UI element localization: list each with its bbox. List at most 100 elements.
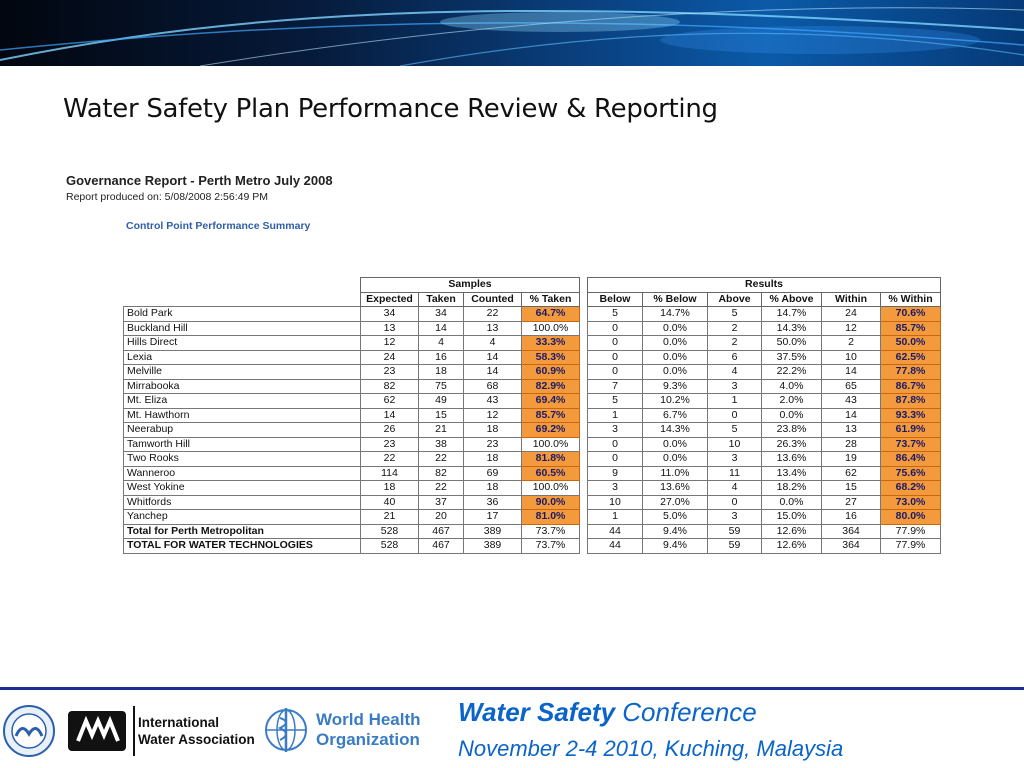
table-cell: 4 (707, 364, 762, 380)
table-cell: 0.0% (642, 320, 708, 336)
table-cell: 87.8% (880, 393, 941, 409)
table-cell: 59 (707, 523, 762, 539)
table-cell: 13 (463, 320, 522, 336)
table-cell: 364 (821, 538, 881, 554)
site-name: TOTAL FOR WATER TECHNOLOGIES (123, 538, 361, 554)
table-row: Mt. Eliza 62 49 43 69.4% 5 10.2% 1 2.0% 43 87.8% (123, 393, 941, 409)
table-cell: 9.4% (642, 538, 708, 554)
table-cell: 86.7% (880, 378, 941, 394)
table-cell: 18 (463, 480, 522, 496)
column-header: Taken (418, 291, 464, 307)
table-cell: 38 (418, 436, 464, 452)
who-name-line2: Organization (316, 730, 420, 749)
table-cell: 14 (418, 320, 464, 336)
table-row: Yanchep 21 20 17 81.0% 1 5.0% 3 15.0% 16 80.0% (123, 509, 941, 525)
table-cell: 14.3% (642, 422, 708, 438)
table-cell: 27.0% (642, 494, 708, 510)
site-name: Wanneroo (123, 465, 361, 481)
table-cell: 14.3% (761, 320, 822, 336)
site-name: Mirrabooka (123, 378, 361, 394)
table-cell: 14.7% (642, 306, 708, 322)
site-name: Hills Direct (123, 335, 361, 351)
table-cell: 28 (821, 436, 881, 452)
table-cell: 528 (360, 523, 419, 539)
table-cell: 90.0% (521, 494, 580, 510)
table-row: Neerabup 26 21 18 69.2% 3 14.3% 5 23.8% 13 61.9% (123, 422, 941, 438)
table-cell: 34 (418, 306, 464, 322)
table-cell: 62.5% (880, 349, 941, 365)
table-cell: 13.6% (642, 480, 708, 496)
header-banner (0, 0, 1024, 66)
table-cell: 4 (463, 335, 522, 351)
table-cell: 0.0% (642, 364, 708, 380)
table-row: Hills Direct 12 4 4 33.3% 0 0.0% 2 50.0% 2 50.0% (123, 335, 941, 351)
table-cell: 26 (360, 422, 419, 438)
table-cell: 82 (418, 465, 464, 481)
table-cell: 22 (418, 451, 464, 467)
table-cell: 389 (463, 523, 522, 539)
table-cell: 4 (418, 335, 464, 351)
table-cell: 5 (707, 306, 762, 322)
table-cell: 34 (360, 306, 419, 322)
table-cell: 0.0% (642, 436, 708, 452)
table-cell: 44 (587, 523, 643, 539)
table-cell: 528 (360, 538, 419, 554)
table-cell: 1 (587, 407, 643, 423)
table-cell: 85.7% (521, 407, 580, 423)
table-cell: 21 (360, 509, 419, 525)
table-cell: 3 (707, 509, 762, 525)
table-cell: 19 (821, 451, 881, 467)
table-row: Melville 23 18 14 60.9% 0 0.0% 4 22.2% 14 77.8% (123, 364, 941, 380)
table-cell: 73.0% (880, 494, 941, 510)
column-header: % Within (880, 291, 941, 307)
site-name: Neerabup (123, 422, 361, 438)
table-cell: 11 (707, 465, 762, 481)
table-cell: 27 (821, 494, 881, 510)
table-cell: 0 (587, 436, 643, 452)
column-header: % Taken (521, 291, 580, 307)
table-cell: 16 (821, 509, 881, 525)
table-cell: 0 (587, 451, 643, 467)
table-cell: 21 (418, 422, 464, 438)
table-cell: 60.9% (521, 364, 580, 380)
table-cell: 64.7% (521, 306, 580, 322)
group-results: Results (587, 277, 941, 293)
table-cell: 3 (587, 422, 643, 438)
column-header: Counted (463, 291, 522, 307)
table-cell: 69 (463, 465, 522, 481)
table-cell: 0 (587, 364, 643, 380)
table-cell: 62 (821, 465, 881, 481)
table-cell: 86.4% (880, 451, 941, 467)
site-name: Whitfords (123, 494, 361, 510)
table-cell: 15 (821, 480, 881, 496)
table-cell: 2 (821, 335, 881, 351)
table-cell: 18 (463, 451, 522, 467)
table-cell: 5.0% (642, 509, 708, 525)
table-cell: 4.0% (761, 378, 822, 394)
table-cell: 1 (707, 393, 762, 409)
table-cell: 10 (587, 494, 643, 510)
iwa-divider (133, 706, 135, 756)
table-cell: 5 (587, 393, 643, 409)
table-cell: 14.7% (761, 306, 822, 322)
site-name: Two Rooks (123, 451, 361, 467)
table-row: Bold Park 34 34 22 64.7% 5 14.7% 5 14.7% 24 70.6% (123, 306, 941, 322)
site-name: Buckland Hill (123, 320, 361, 336)
table-cell: 364 (821, 523, 881, 539)
table-cell: 389 (463, 538, 522, 554)
table-cell: 467 (418, 538, 464, 554)
slide-title: Water Safety Plan Performance Review & R… (63, 94, 718, 124)
table-row: Whitfords 40 37 36 90.0% 10 27.0% 0 0.0% 27 73.0% (123, 494, 941, 510)
table-cell: 75.6% (880, 465, 941, 481)
table-cell: 11.0% (642, 465, 708, 481)
table-cell: 23.8% (761, 422, 822, 438)
column-header: Above (707, 291, 762, 307)
table-cell: 43 (821, 393, 881, 409)
conference-title-bold: Water Safety (458, 697, 616, 727)
table-cell: 5 (707, 422, 762, 438)
table-cell: 0.0% (642, 335, 708, 351)
conference-date: November 2-4 2010, Kuching, Malaysia (458, 736, 844, 761)
table-row: Tamworth Hill 23 38 23 100.0% 0 0.0% 10 26.3% 28 7… (123, 436, 941, 452)
conference-title-rest: Conference (615, 697, 757, 727)
table-cell: 80.0% (880, 509, 941, 525)
